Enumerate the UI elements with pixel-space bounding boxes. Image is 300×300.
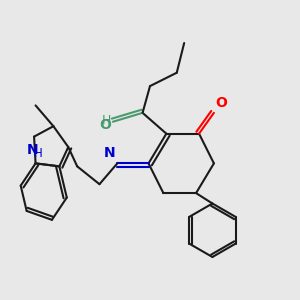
Text: H: H — [102, 114, 111, 127]
Text: N: N — [104, 146, 116, 161]
Text: O: O — [215, 96, 227, 110]
Text: H: H — [34, 147, 43, 161]
Text: O: O — [100, 118, 111, 132]
Text: N: N — [27, 143, 38, 157]
